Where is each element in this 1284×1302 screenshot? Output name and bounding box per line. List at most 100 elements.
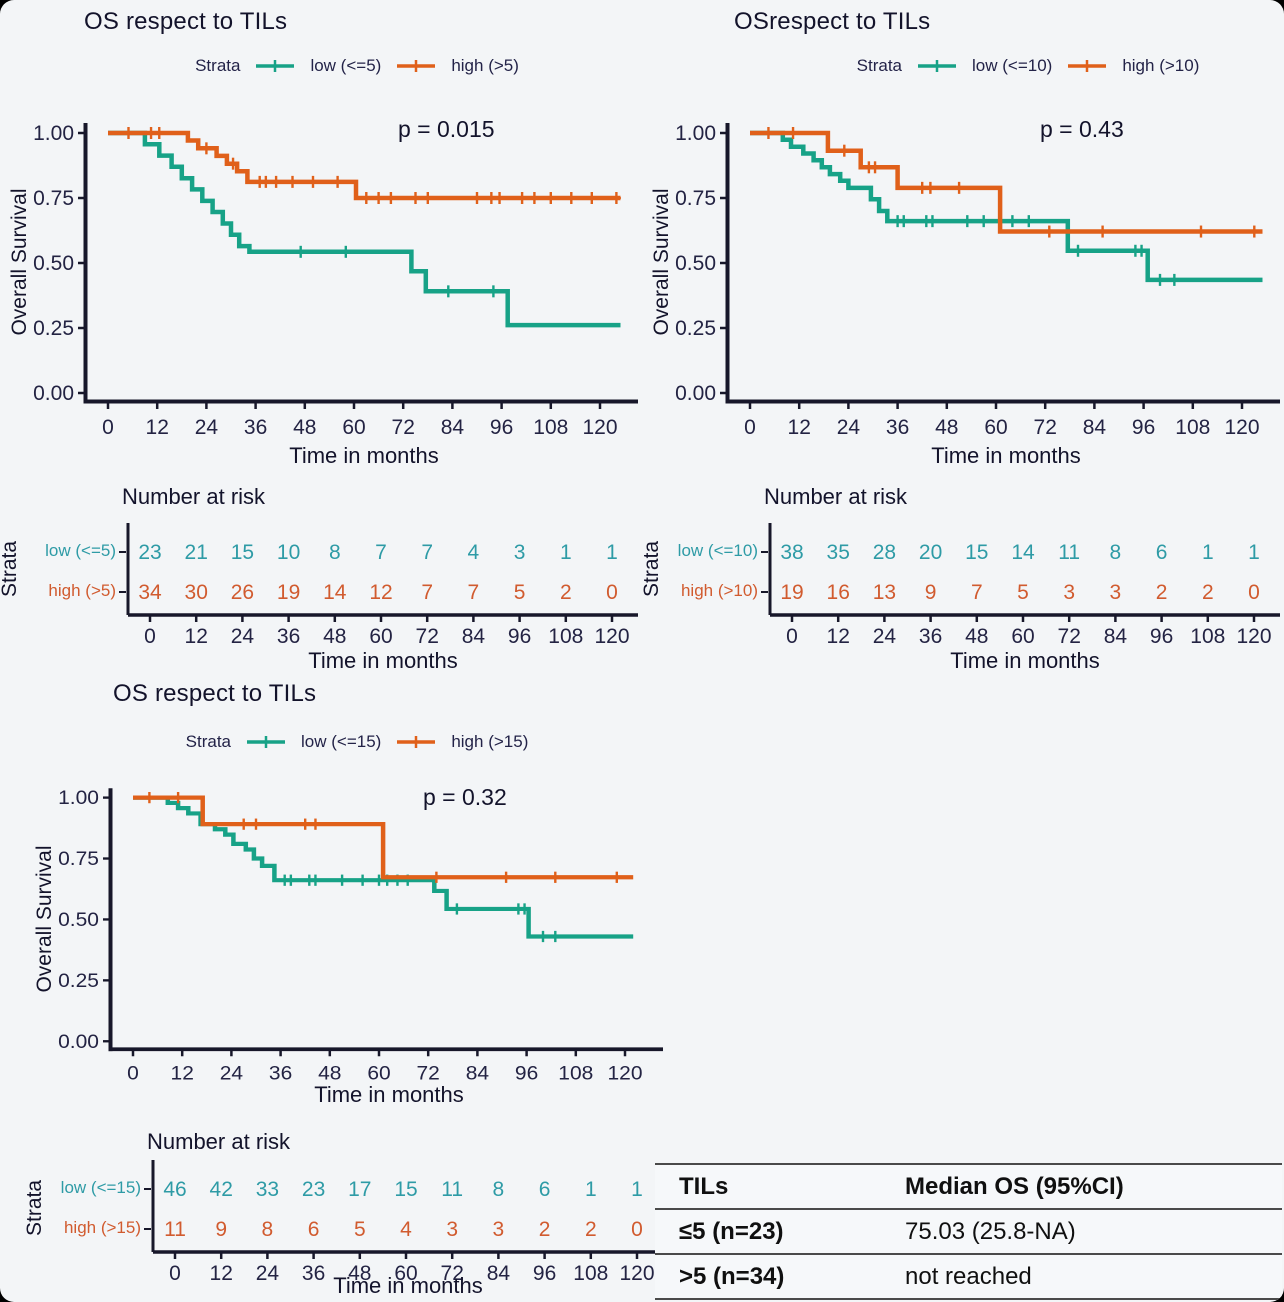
risk-x-tick-label: 24 bbox=[256, 1262, 280, 1285]
risk-count: 1 bbox=[585, 1178, 597, 1201]
risk-count: 6 bbox=[1156, 541, 1168, 564]
risk-count: 3 bbox=[1110, 581, 1122, 604]
risk-x-tick-label: 48 bbox=[348, 1262, 371, 1285]
survival-curve-low bbox=[750, 130, 1263, 283]
risk-count: 8 bbox=[262, 1218, 274, 1241]
risk-x-tick-label: 36 bbox=[302, 1262, 325, 1285]
risk-x-tick-label: 60 bbox=[1011, 625, 1034, 648]
risk-x-tick-label: 72 bbox=[441, 1262, 464, 1285]
risk-x-tick-label: 12 bbox=[185, 625, 208, 648]
risk-count: 12 bbox=[369, 581, 392, 604]
legend: Strata low (<=10) high (>10) bbox=[642, 56, 1284, 76]
risk-count: 7 bbox=[421, 581, 433, 604]
km-plot-canvas: 0 12 24 36 48 60 72 84 96 108 120 0.00 0.25 0.50 0.75 1… bbox=[675, 122, 1280, 439]
risk-table-canvas: 23 21 15 10 8 7 7 4 3 1 134 30 26 19 14 12 7 7 5 2 00 12 24 36 4… bbox=[119, 523, 638, 648]
survival-curve-high bbox=[750, 130, 1263, 234]
risk-x-tick-label: 60 bbox=[394, 1262, 417, 1285]
risk-count: 42 bbox=[210, 1178, 233, 1201]
km-plot-canvas: 0 12 24 36 48 60 72 84 96 108 120 0.00 0.25 0.50 0.75 1… bbox=[33, 122, 638, 439]
x-tick-label: 0 bbox=[127, 1063, 139, 1084]
y-tick-label: 0.75 bbox=[58, 849, 99, 870]
km-panel-tils15: OS respect to TILs Strata low (<=15) hig… bbox=[23, 672, 667, 1302]
y-tick-label: 0.50 bbox=[33, 252, 74, 275]
risk-row-label-high: high (>10) bbox=[680, 581, 758, 600]
y-tick-label: 0.25 bbox=[675, 317, 716, 340]
cell-tils-group: >5 (n=34) bbox=[679, 1262, 785, 1290]
legend-high-label: high (>15) bbox=[451, 732, 529, 751]
x-tick-label: 120 bbox=[1224, 416, 1259, 439]
legend-low-label: low (<=5) bbox=[310, 56, 382, 75]
risk-x-tick-label: 0 bbox=[169, 1262, 181, 1285]
risk-count: 46 bbox=[163, 1178, 186, 1201]
risk-count: 14 bbox=[323, 581, 347, 604]
risk-table-canvas: 46 42 33 23 17 15 11 8 6 1 111 9 8 6 5 4 3 3 2 2 00 12 24 36 48 6… bbox=[144, 1160, 663, 1285]
risk-count: 2 bbox=[585, 1218, 597, 1241]
risk-count: 3 bbox=[446, 1218, 458, 1241]
risk-count: 19 bbox=[780, 581, 803, 604]
legend: Strata low (<=15) high (>15) bbox=[25, 732, 667, 752]
median-os-table: TILs Median OS (95%CI) ≤5 (n=23) 75.03 (… bbox=[655, 1163, 1282, 1300]
km-panel-tils10: OSrespect to TILs Strata low (<=10) high… bbox=[640, 0, 1284, 674]
risk-count: 8 bbox=[493, 1178, 505, 1201]
risk-count: 5 bbox=[514, 581, 526, 604]
risk-count: 1 bbox=[560, 541, 572, 564]
risk-x-tick-label: 36 bbox=[277, 625, 300, 648]
x-axis-title: Time in months bbox=[931, 443, 1081, 468]
risk-count: 2 bbox=[1156, 581, 1168, 604]
risk-x-tick-label: 108 bbox=[548, 625, 583, 648]
risk-count: 34 bbox=[138, 581, 162, 604]
legend-key-low-icon bbox=[256, 60, 295, 72]
legend-low-label: low (<=10) bbox=[972, 56, 1053, 75]
risk-x-tick-label: 48 bbox=[323, 625, 346, 648]
legend-strata-label: Strata bbox=[185, 732, 231, 751]
risk-count: 4 bbox=[468, 541, 480, 564]
risk-count: 2 bbox=[539, 1218, 551, 1241]
risk-x-axis-title: Time in months bbox=[950, 648, 1100, 673]
legend-strata-label: Strata bbox=[856, 56, 902, 75]
risk-count: 33 bbox=[256, 1178, 279, 1201]
risk-count: 13 bbox=[873, 581, 896, 604]
x-tick-label: 84 bbox=[1083, 416, 1107, 439]
risk-count: 8 bbox=[329, 541, 341, 564]
x-tick-label: 96 bbox=[515, 1063, 538, 1084]
cell-median-os: 75.03 (25.8-NA) bbox=[905, 1217, 1076, 1245]
risk-count: 11 bbox=[441, 1178, 463, 1201]
x-tick-label: 60 bbox=[984, 416, 1007, 439]
risk-count: 1 bbox=[631, 1178, 643, 1201]
table-header-row: TILs Median OS (95%CI) bbox=[655, 1165, 1282, 1208]
header-tils: TILs bbox=[679, 1172, 729, 1200]
x-tick-label: 72 bbox=[1034, 416, 1057, 439]
risk-count: 10 bbox=[277, 541, 300, 564]
legend-high-label: high (>5) bbox=[451, 56, 519, 75]
risk-count: 0 bbox=[1248, 581, 1260, 604]
risk-count: 1 bbox=[606, 541, 618, 564]
y-tick-label: 1.00 bbox=[58, 788, 99, 809]
risk-count: 6 bbox=[539, 1178, 551, 1201]
risk-count: 28 bbox=[873, 541, 896, 564]
x-tick-label: 120 bbox=[582, 416, 617, 439]
risk-table-heading: Number at risk bbox=[147, 1129, 291, 1154]
x-tick-label: 96 bbox=[1132, 416, 1155, 439]
risk-count: 30 bbox=[185, 581, 208, 604]
legend-strata-label: Strata bbox=[195, 56, 241, 75]
x-tick-label: 12 bbox=[788, 416, 811, 439]
p-value-label: p = 0.43 bbox=[1040, 116, 1124, 142]
risk-count: 23 bbox=[138, 541, 161, 564]
risk-row-label-low: low (<=10) bbox=[677, 541, 758, 560]
risk-count: 2 bbox=[1202, 581, 1214, 604]
risk-count: 17 bbox=[348, 1178, 371, 1201]
x-tick-label: 108 bbox=[1175, 416, 1210, 439]
legend-high-label: high (>10) bbox=[1122, 56, 1200, 75]
x-tick-label: 96 bbox=[490, 416, 513, 439]
risk-count: 7 bbox=[421, 541, 433, 564]
x-tick-label: 48 bbox=[935, 416, 958, 439]
x-tick-label: 48 bbox=[293, 416, 316, 439]
y-tick-label: 0.50 bbox=[58, 910, 99, 931]
y-tick-label: 1.00 bbox=[33, 122, 74, 145]
y-tick-label: 0.25 bbox=[33, 317, 74, 340]
p-value-label: p = 0.015 bbox=[398, 116, 495, 142]
risk-x-tick-label: 108 bbox=[1190, 625, 1225, 648]
risk-count: 21 bbox=[185, 541, 208, 564]
y-tick-label: 0.25 bbox=[58, 970, 99, 991]
